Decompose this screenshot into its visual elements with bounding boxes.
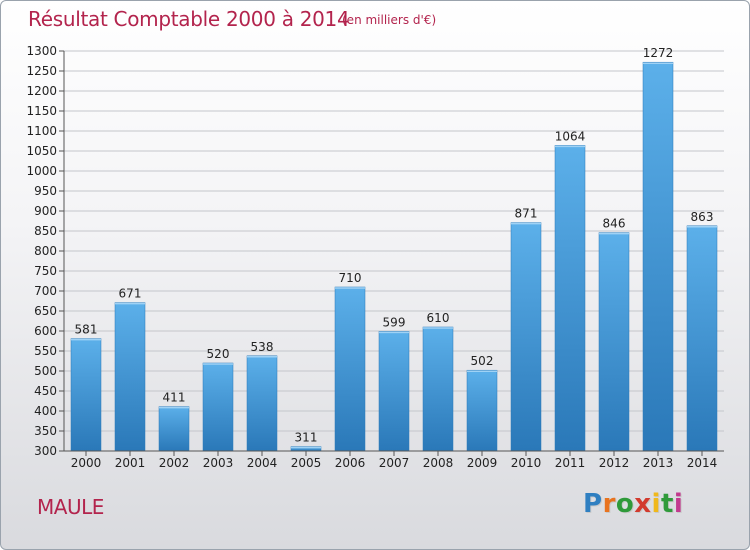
bar-value-label: 871 — [515, 207, 538, 221]
bar-value-label: 538 — [251, 340, 274, 354]
x-tick-label: 2011 — [555, 456, 586, 470]
bar-2003 — [202, 362, 234, 452]
bar-value-label: 311 — [295, 431, 318, 445]
y-tick-label: 1150 — [26, 104, 57, 118]
y-tick-label: 950 — [34, 184, 57, 198]
bar-value-label: 411 — [163, 391, 186, 405]
x-tick-label: 2010 — [511, 456, 542, 470]
chart-title: Résultat Comptable 2000 à 2014 — [28, 7, 350, 31]
y-tick-label: 1000 — [26, 164, 57, 178]
bar-2000 — [70, 338, 102, 452]
logo-letter: x — [634, 489, 652, 519]
bar-2009 — [466, 369, 498, 452]
bar-value-label: 599 — [383, 315, 406, 329]
bar-value-label: 502 — [471, 354, 494, 368]
bar-2011 — [554, 145, 586, 452]
x-tick-label: 2006 — [335, 456, 366, 470]
bar-2012 — [598, 232, 630, 452]
bar-2007 — [378, 331, 410, 452]
y-tick-label: 900 — [34, 204, 57, 218]
x-tick-label: 2001 — [115, 456, 146, 470]
y-tick-label: 600 — [34, 324, 57, 338]
x-tick-label: 2000 — [71, 456, 102, 470]
x-tick-label: 2002 — [159, 456, 190, 470]
bar-value-label: 671 — [119, 287, 142, 301]
bar-2001 — [114, 302, 146, 452]
y-tick-label: 300 — [34, 444, 57, 458]
y-tick-label: 850 — [34, 224, 57, 238]
bar-2004 — [246, 355, 278, 452]
y-tick-label: 400 — [34, 404, 57, 418]
x-tick-label: 2009 — [467, 456, 498, 470]
logo-letter: r — [602, 489, 616, 519]
bar-value-label: 520 — [207, 347, 230, 361]
logo-letter: t — [660, 489, 674, 519]
logo-letter: P — [583, 489, 603, 519]
logo-letter: i — [673, 489, 684, 519]
bar-value-label: 610 — [427, 311, 450, 325]
bar-2014 — [686, 225, 718, 452]
x-tick-label: 2005 — [291, 456, 322, 470]
x-tick-label: 2004 — [247, 456, 278, 470]
y-tick-label: 800 — [34, 244, 57, 258]
y-tick-label: 650 — [34, 304, 57, 318]
labels: 581 671 411 520 538 311 710 599 610 502 871 1064 846… — [75, 46, 714, 444]
bar-2013 — [642, 61, 674, 452]
y-tick-label: 350 — [34, 424, 57, 438]
bar-2008 — [422, 326, 454, 452]
y-tick-label: 1050 — [26, 144, 57, 158]
y-tick-label: 450 — [34, 384, 57, 398]
x-tick-label: 2008 — [423, 456, 454, 470]
y-tick-label: 500 — [34, 364, 57, 378]
proxiti-logo: Proxiti — [583, 489, 683, 519]
bar-2002 — [158, 406, 190, 452]
bar-2006 — [334, 286, 366, 452]
logo-letter: i — [651, 489, 661, 519]
bar-2010 — [510, 222, 542, 452]
y-tick-label: 1300 — [26, 44, 57, 58]
logo-letter: o — [615, 489, 635, 519]
axes: 300 350 400 450 500 550 600 650 700 750 800 850 900 9… — [26, 44, 724, 470]
x-tick-label: 2012 — [599, 456, 630, 470]
bar-value-label: 846 — [603, 217, 626, 231]
bar-value-label: 581 — [75, 323, 98, 337]
y-tick-label: 750 — [34, 264, 57, 278]
chart-subtitle: (en milliers d'€) — [342, 13, 437, 27]
bar-value-label: 1272 — [643, 46, 674, 60]
location-name: MAULE — [37, 495, 104, 519]
bars — [70, 61, 718, 452]
x-tick-label: 2013 — [643, 456, 674, 470]
x-tick-label: 2014 — [687, 456, 718, 470]
bar-value-label: 710 — [339, 271, 362, 285]
y-tick-label: 1100 — [26, 124, 57, 138]
x-tick-label: 2007 — [379, 456, 410, 470]
y-tick-label: 550 — [34, 344, 57, 358]
x-tick-label: 2003 — [203, 456, 234, 470]
bar-value-label: 863 — [691, 210, 714, 224]
bar-value-label: 1064 — [555, 129, 586, 143]
y-tick-label: 1250 — [26, 64, 57, 78]
y-tick-label: 1200 — [26, 84, 57, 98]
y-tick-label: 700 — [34, 284, 57, 298]
